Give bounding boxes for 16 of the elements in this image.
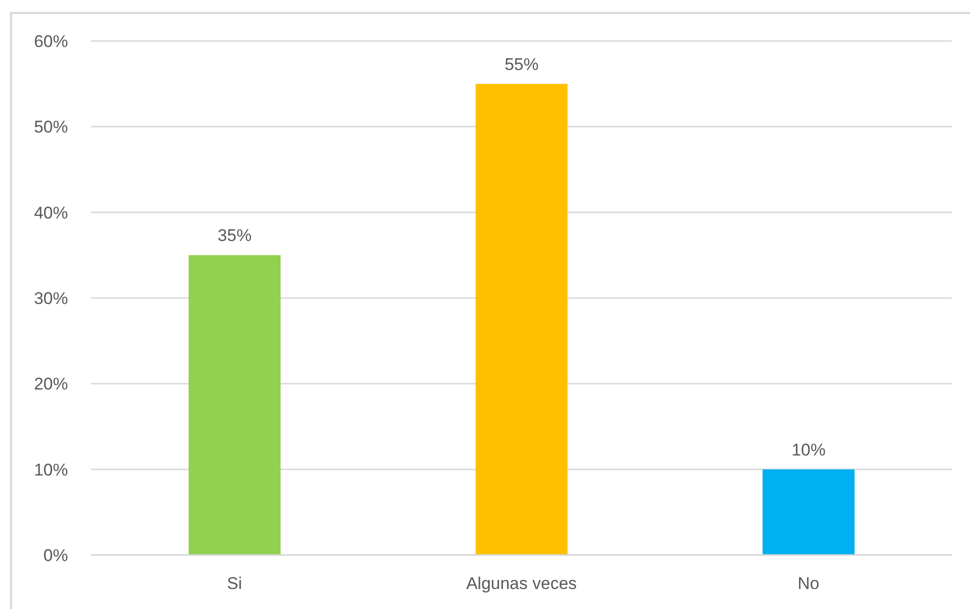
- data-label: 10%: [792, 440, 826, 460]
- bar: [188, 255, 281, 555]
- x-tick-label: Algunas veces: [466, 574, 577, 594]
- data-label: 55%: [504, 54, 539, 74]
- bar: [762, 469, 855, 555]
- y-tick-label: 10%: [34, 460, 68, 480]
- y-tick-label: 60%: [34, 32, 68, 52]
- x-tick-label: Si: [226, 574, 242, 594]
- bar: [476, 84, 568, 555]
- y-tick-label: 20%: [34, 374, 68, 394]
- y-tick-label: 0%: [43, 546, 68, 566]
- y-tick-label: 40%: [34, 203, 68, 222]
- y-tick-label: 50%: [34, 118, 68, 137]
- x-tick-label: No: [798, 574, 820, 594]
- data-label: 35%: [218, 226, 252, 246]
- y-tick-label: 30%: [34, 289, 68, 308]
